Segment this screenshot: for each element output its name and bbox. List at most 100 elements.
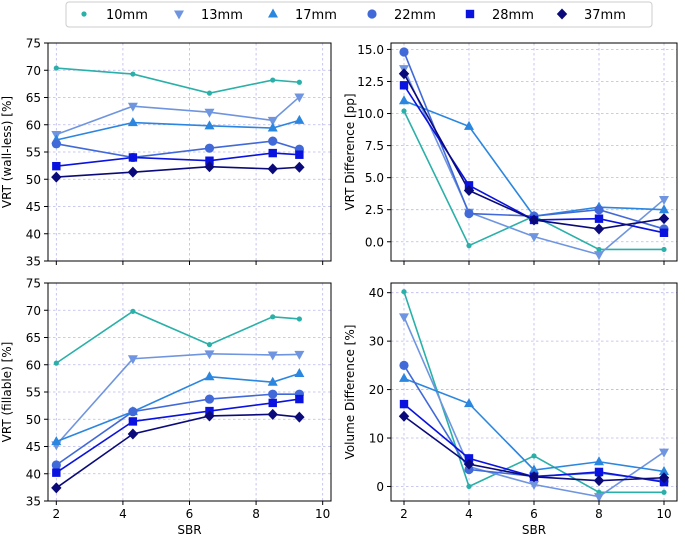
data-point-28mm xyxy=(268,398,277,408)
data-point-10mm xyxy=(466,243,472,249)
data-point-17mm xyxy=(399,372,409,382)
y-tick-label: 55 xyxy=(26,386,41,400)
data-point-28mm xyxy=(594,214,604,223)
data-point-10mm xyxy=(401,108,407,114)
data-point-13mm xyxy=(659,195,669,205)
data-point-13mm xyxy=(267,351,278,361)
y-tick-label: 2.5 xyxy=(365,203,384,217)
x-tick-label: 4 xyxy=(119,507,127,521)
data-point-17mm xyxy=(294,367,305,377)
series-line-17mm xyxy=(56,372,300,443)
y-tick-label: 45 xyxy=(26,440,41,454)
data-point-10mm xyxy=(661,246,667,253)
data-point-37mm xyxy=(528,214,540,226)
legend-marker-28mm xyxy=(465,9,475,19)
legend-label-28mm: 28mm xyxy=(492,8,534,23)
data-point-37mm xyxy=(267,163,278,175)
series-line-37mm xyxy=(56,165,300,178)
series-line-17mm xyxy=(56,119,300,141)
panel-4: 0 10 20 30 40 2 4 6 8 10 Volume Difference [%] SBR xyxy=(343,282,678,537)
data-point-10mm xyxy=(53,360,59,366)
x-axis-label: SBR xyxy=(177,523,201,537)
x-tick-label: 2 xyxy=(400,507,408,521)
y-tick-label: 35 xyxy=(26,495,41,509)
y-tick-label: 50 xyxy=(26,173,41,187)
data-point-37mm xyxy=(204,410,215,422)
data-point-13mm xyxy=(127,355,138,365)
x-tick-label: 8 xyxy=(595,507,603,521)
data-point-22mm xyxy=(464,208,474,219)
x-tick-label: 8 xyxy=(252,507,260,521)
x-tick-label: 10 xyxy=(315,507,330,521)
data-point-37mm xyxy=(294,161,305,173)
data-point-13mm xyxy=(204,108,215,118)
data-point-37mm xyxy=(204,161,215,173)
legend-label-13mm: 13mm xyxy=(201,8,243,23)
data-point-13mm xyxy=(529,481,539,491)
y-tick-label: 55 xyxy=(26,146,41,160)
data-point-13mm xyxy=(594,251,604,261)
series-line-37mm xyxy=(403,73,665,230)
data-point-28mm xyxy=(295,150,304,159)
data-point-28mm xyxy=(295,394,304,404)
data-point-22mm xyxy=(594,205,604,215)
data-point-17mm xyxy=(204,371,215,381)
data-point-22mm xyxy=(204,394,215,404)
data-point-10mm xyxy=(206,341,213,348)
data-point-22mm xyxy=(268,389,278,399)
data-point-10mm xyxy=(661,489,667,495)
y-axis-label: VRT (fillable) [%] xyxy=(0,342,14,443)
y-tick-label: 20 xyxy=(369,383,384,397)
data-point-28mm xyxy=(52,161,61,171)
panel-3: 35 40 45 50 55 60 65 70 75 2 4 6 8 10 VRT (fillable) [… xyxy=(0,277,332,537)
y-tick-label: 35 xyxy=(26,255,41,269)
legend-marker-22mm xyxy=(367,9,377,19)
data-point-22mm xyxy=(128,407,138,417)
x-tick-label: 6 xyxy=(186,507,194,521)
y-axis-label: VRT (wall-less) [%] xyxy=(0,96,14,208)
data-point-37mm xyxy=(51,482,62,494)
legend-box xyxy=(65,1,653,28)
data-point-10mm xyxy=(270,314,276,320)
y-tick-label: 12.5 xyxy=(357,75,384,89)
data-point-22mm xyxy=(204,143,215,153)
y-tick-label: 60 xyxy=(26,358,41,372)
data-point-28mm xyxy=(205,156,214,165)
legend-marker-37mm xyxy=(556,8,568,20)
x-axis-label: SBR xyxy=(522,523,546,537)
data-point-28mm xyxy=(128,153,138,162)
data-point-37mm xyxy=(267,408,278,420)
legend-label-17mm: 17mm xyxy=(295,8,337,23)
series-line-13mm xyxy=(403,68,665,256)
panel-2: 0.0 2.5 5.0 7.5 10.0 12.5 15.0 VRT Difference [… xyxy=(343,42,678,265)
data-point-17mm xyxy=(51,436,62,446)
series-line-13mm xyxy=(55,353,300,446)
data-point-13mm xyxy=(204,350,215,360)
data-point-37mm xyxy=(463,458,475,470)
data-point-37mm xyxy=(127,428,139,440)
y-tick-label: 40 xyxy=(26,467,41,481)
panel-1: 35 40 45 50 55 60 65 70 75 VRT (wall-less) [%] xyxy=(0,37,332,269)
data-point-17mm xyxy=(399,95,409,105)
data-point-10mm xyxy=(206,90,213,96)
data-point-13mm xyxy=(267,116,278,126)
data-point-37mm xyxy=(127,166,139,178)
y-tick-label: 10 xyxy=(369,432,384,446)
data-point-22mm xyxy=(51,139,61,149)
data-point-13mm xyxy=(594,493,604,503)
data-point-37mm xyxy=(398,68,410,80)
data-point-37mm xyxy=(658,472,670,484)
data-point-37mm xyxy=(51,171,62,183)
data-point-17mm xyxy=(127,117,138,127)
data-point-17mm xyxy=(294,114,305,124)
data-point-10mm xyxy=(596,246,602,253)
data-point-13mm xyxy=(294,93,305,103)
data-point-28mm xyxy=(399,81,409,90)
y-tick-label: 30 xyxy=(369,335,384,349)
legend-label-10mm: 10mm xyxy=(106,8,148,23)
x-tick-label: 2 xyxy=(53,507,61,521)
data-point-17mm xyxy=(267,376,278,386)
y-tick-label: 5.0 xyxy=(365,171,384,185)
